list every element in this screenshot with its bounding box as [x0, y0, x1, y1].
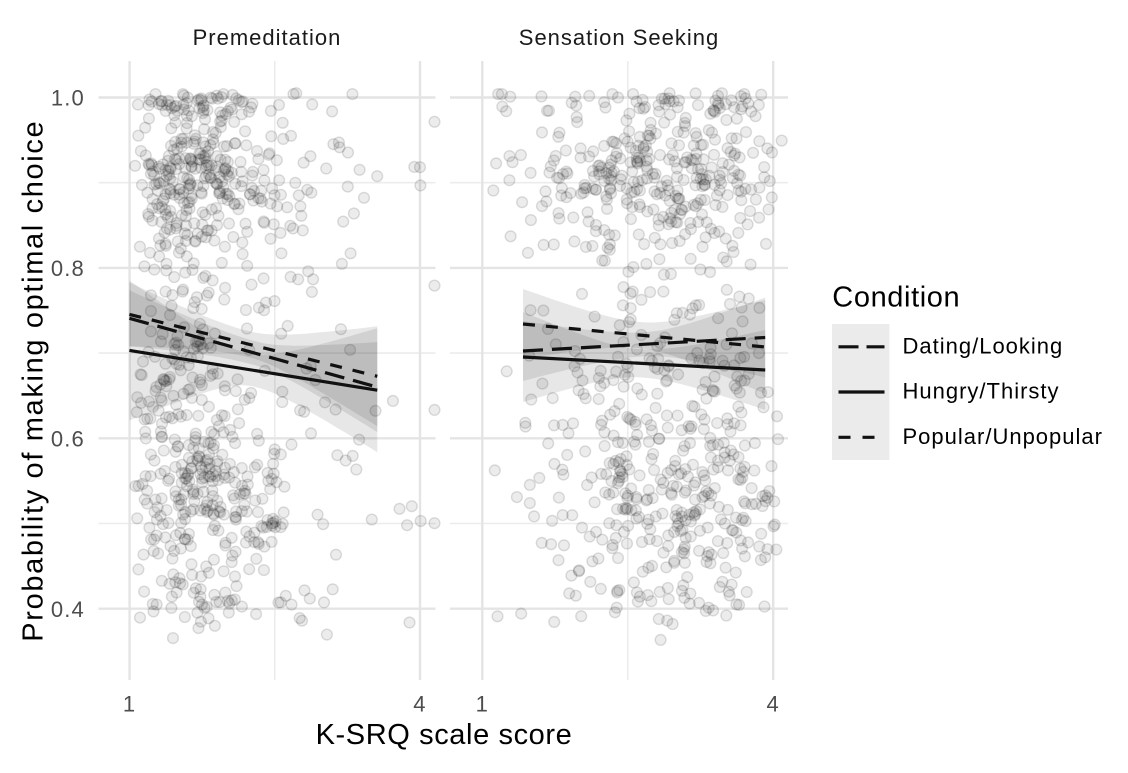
svg-text:0.4: 0.4 [51, 597, 85, 622]
svg-text:Sensation Seeking: Sensation Seeking [519, 25, 719, 50]
svg-text:Popular/Unpopular: Popular/Unpopular [903, 424, 1103, 449]
svg-text:1: 1 [476, 692, 489, 717]
svg-text:1: 1 [123, 692, 136, 717]
svg-text:4: 4 [766, 692, 779, 717]
svg-text:0.8: 0.8 [51, 256, 85, 281]
svg-text:K-SRQ scale score: K-SRQ scale score [316, 719, 573, 751]
svg-text:4: 4 [413, 692, 426, 717]
svg-text:Hungry/Thirsty: Hungry/Thirsty [903, 379, 1060, 404]
svg-text:Probability of making optimal: Probability of making optimal choice [17, 120, 49, 642]
svg-text:Condition: Condition [832, 281, 960, 313]
svg-text:1.0: 1.0 [51, 86, 85, 111]
svg-text:0.6: 0.6 [51, 427, 85, 452]
svg-text:Premeditation: Premeditation [193, 25, 342, 50]
svg-text:Dating/Looking: Dating/Looking [903, 333, 1064, 358]
